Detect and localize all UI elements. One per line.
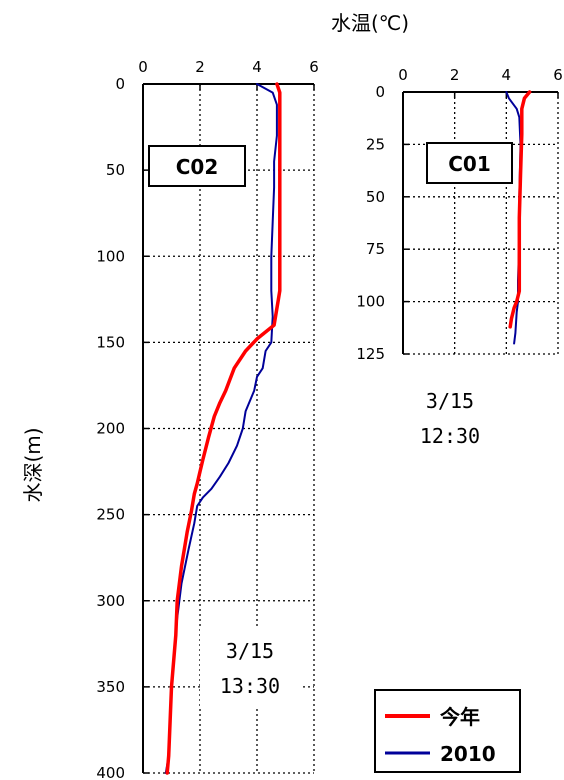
- station-label: C01: [448, 152, 491, 176]
- x-tick-label: 0: [138, 58, 148, 76]
- y-tick-label: 75: [366, 240, 385, 258]
- station-label-box: [148, 145, 246, 187]
- chart-panel-c02: 0 2 4 6 0 50 100 150 200 250 300 350 400 C02 3/15 13:30: [96, 58, 318, 780]
- x-tick-label: 6: [553, 66, 563, 84]
- x-axis-title: 水温(℃): [331, 11, 409, 35]
- chart-panel-c01: 0 2 4 6 0 25 50 75 100 125 C01 3/15 12:30: [356, 66, 562, 448]
- x-tick-label: 4: [502, 66, 512, 84]
- timestamp-background: [200, 628, 300, 708]
- legend: 今年 2010: [374, 689, 521, 773]
- x-tick-label: 4: [252, 58, 262, 76]
- y-tick-label: 0: [375, 83, 385, 101]
- y-tick-label: 100: [356, 293, 385, 311]
- timestamp-time: 12:30: [420, 424, 480, 448]
- timestamp-time: 13:30: [220, 674, 280, 698]
- y-tick-label: 300: [96, 592, 125, 610]
- station-label: C02: [176, 155, 219, 179]
- y-tick-label: 400: [96, 764, 125, 780]
- y-tick-label: 200: [96, 420, 125, 438]
- series-line-this-year: [165, 82, 282, 775]
- timestamp-date: 3/15: [226, 639, 274, 663]
- timestamp-date: 3/15: [426, 389, 474, 413]
- x-tick-label: 0: [398, 66, 408, 84]
- legend-box: [374, 689, 521, 773]
- y-tick-label: 125: [356, 345, 385, 363]
- y-tick-label: 50: [366, 188, 385, 206]
- station-label-box: [426, 142, 513, 184]
- y-tick-label: 150: [96, 333, 125, 351]
- y-tick-label: 25: [366, 135, 385, 153]
- y-tick-label: 250: [96, 506, 125, 524]
- x-tick-label: 2: [195, 58, 205, 76]
- legend-label-this-year: 今年: [440, 705, 480, 729]
- y-tick-label: 100: [96, 247, 125, 265]
- x-tick-label: 2: [450, 66, 460, 84]
- x-tick-label: 6: [309, 58, 319, 76]
- y-tick-label: 0: [115, 75, 125, 93]
- legend-label-2010: 2010: [440, 742, 496, 766]
- y-tick-label: 350: [96, 678, 125, 696]
- series-line-this-year: [508, 90, 532, 329]
- y-axis-title: 水深(m): [21, 427, 45, 502]
- y-tick-label: 50: [106, 161, 125, 179]
